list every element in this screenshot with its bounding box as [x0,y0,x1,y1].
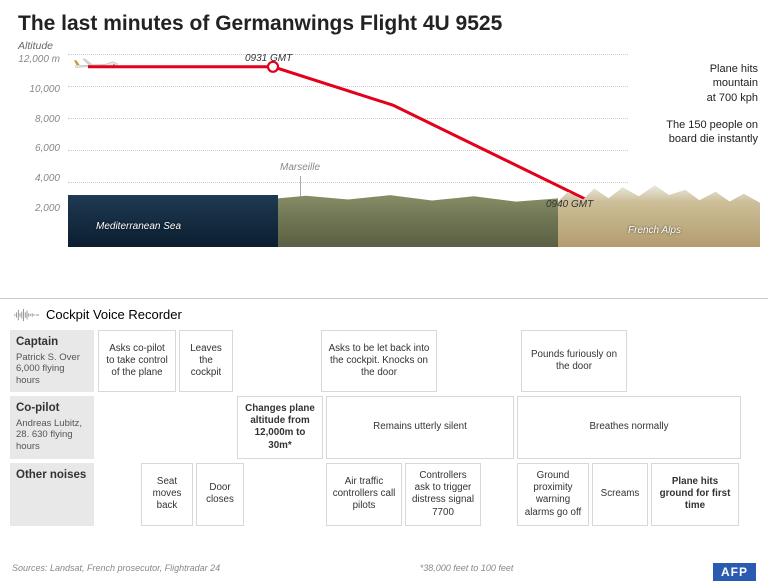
cvr-event: Pounds furiously on the door [521,330,627,392]
chart-annotation: The 150 people onboard die instantly [666,118,758,147]
y-tick-label: 4,000 [12,173,60,184]
cvr-event: Air traffic controllers call pilots [326,463,402,526]
cvr-spacer [440,330,518,392]
cvr-spacer [98,463,138,526]
cvr-event: Remains utterly silent [326,396,514,459]
cvr-role-cell: Co-pilotAndreas Lubitz, 28. 630 flying h… [10,396,94,459]
footer: Sources: Landsat, French prosecutor, Fli… [12,563,756,581]
cvr-event: Changes plane altitude from 12,000m to 3… [237,396,323,459]
sea-label: Mediterranean Sea [96,221,181,232]
y-axis-labels: 12,000 m 10,000 8,000 6,000 4,000 2,000 [12,54,60,214]
cvr-event: Asks co-pilot to take control of the pla… [98,330,176,392]
cvr-header: Cockpit Voice Recorder [0,299,768,328]
cvr-event: Door closes [196,463,244,526]
y-tick-label: 10,000 [12,84,60,95]
y-tick-label: 8,000 [12,114,60,125]
sources-text: Sources: Landsat, French prosecutor, Fli… [12,563,220,581]
marseille-label: Marseille [280,162,320,173]
cvr-section: Cockpit Voice Recorder CaptainPatrick S.… [0,298,768,528]
cvr-event: Leaves the cockpit [179,330,233,392]
time-marker-label: 0931 GMT [245,53,292,64]
cvr-row: Other noises Seat moves backDoor closes Ai… [0,461,768,528]
y-tick-label: 12,000 m [12,54,60,65]
cvr-spacer [630,330,750,392]
cvr-event: Asks to be let back into the cockpit. Kn… [321,330,437,392]
cvr-row: CaptainPatrick S. Over 6,000 flying hour… [0,328,768,394]
cvr-spacer [236,330,318,392]
altitude-chart: 12,000 m 10,000 8,000 6,000 4,000 2,000 Marse… [0,54,768,294]
cvr-event: Seat moves back [141,463,193,526]
cvr-role-cell: CaptainPatrick S. Over 6,000 flying hour… [10,330,94,392]
soundwave-icon [14,307,40,323]
y-tick-label: 6,000 [12,143,60,154]
time-marker-label: 0940 GMT [546,199,593,210]
cvr-event: Screams [592,463,648,526]
altitude-subtitle: Altitude [0,40,768,52]
alps-label: French Alps [628,225,681,236]
cvr-event: Controllers ask to trigger distress sign… [405,463,481,526]
cvr-event: Ground proximity warning alarms go off [517,463,589,526]
cvr-spacer [484,463,514,526]
chart-annotation: Plane hitsmountainat 700 kph [707,62,758,105]
cvr-spacer [247,463,323,526]
cvr-event: Plane hits ground for first time [651,463,739,526]
terrain-strip: Mediterranean Sea French Alps [68,177,760,252]
cvr-row: Co-pilotAndreas Lubitz, 28. 630 flying h… [0,394,768,461]
y-tick-label: 2,000 [12,203,60,214]
cvr-role-cell: Other noises [10,463,94,526]
afp-logo: AFP [713,563,756,581]
cvr-event: Breathes normally [517,396,741,459]
footnote-text: *38,000 feet to 100 feet [420,563,514,581]
page-title: The last minutes of Germanwings Flight 4… [0,0,768,40]
cvr-spacer [98,396,234,459]
